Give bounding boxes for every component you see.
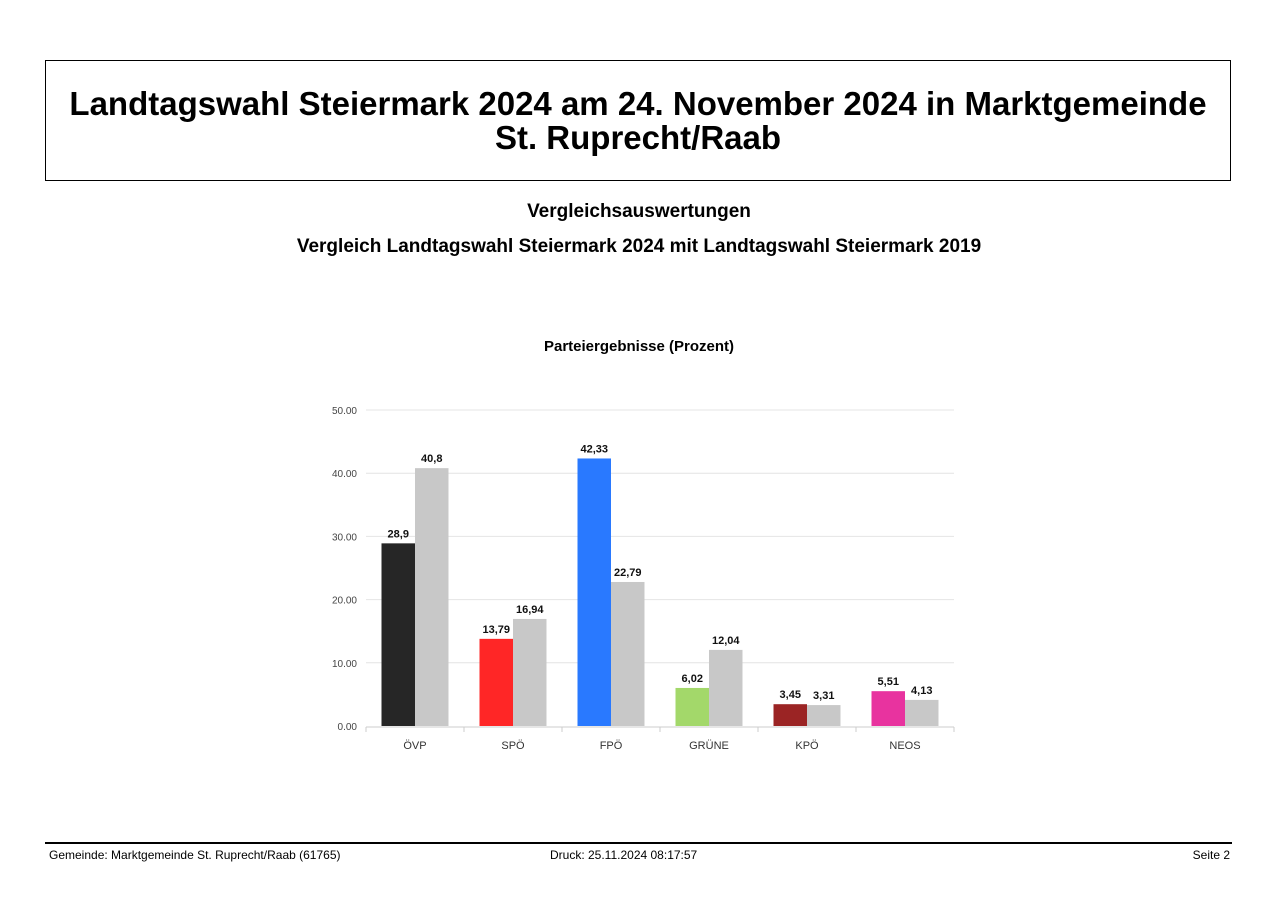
x-tick-label: NEOS: [889, 740, 920, 752]
bar-grüne-2024: [675, 687, 709, 726]
footer-page: Seite 2: [1192, 848, 1230, 862]
y-tick-label: 0.00: [338, 722, 358, 733]
bar-fpö-2019: [611, 581, 645, 726]
data-label: 13,79: [482, 624, 510, 636]
data-label: 4,13: [911, 685, 932, 697]
bar-kpö-2024: [773, 704, 807, 726]
footer-divider: [45, 842, 1232, 844]
y-tick-label: 50.00: [332, 406, 357, 417]
data-label: 6,02: [682, 673, 703, 685]
title-line-1: Landtagswahl Steiermark 2024 am 24. Nove…: [69, 84, 1207, 122]
x-tick-label: SPÖ: [501, 740, 525, 752]
bar-fpö-2024: [577, 458, 611, 726]
bar-spö-2019: [513, 618, 547, 726]
data-label: 28,9: [388, 528, 409, 540]
x-tick-label: GRÜNE: [689, 740, 729, 752]
bar-övp-2024: [381, 543, 415, 726]
bar-spö-2024: [479, 638, 513, 726]
x-tick-label: ÖVP: [403, 740, 426, 752]
chart-title: Parteiergebnisse (Prozent): [543, 338, 735, 355]
data-label: 5,51: [878, 676, 899, 688]
title-line-2: St. Ruprecht/Raab: [494, 118, 782, 156]
bar-kpö-2019: [807, 705, 841, 726]
data-label: 42,33: [580, 443, 608, 455]
data-label: 3,45: [780, 689, 801, 701]
y-tick-label: 20.00: [332, 596, 357, 607]
page-title: Landtagswahl Steiermark 2024 am 24. Nove…: [69, 84, 1207, 156]
y-tick-label: 40.00: [332, 469, 357, 480]
data-label: 40,8: [421, 453, 442, 465]
bar-övp-2019: [415, 468, 449, 726]
bar-neos-2019: [905, 699, 939, 726]
footer-gemeinde: Gemeinde: Marktgemeinde St. Ruprecht/Raa…: [49, 848, 341, 862]
x-tick-label: KPÖ: [795, 740, 819, 752]
y-tick-label: 10.00: [332, 659, 357, 670]
data-label: 12,04: [712, 635, 740, 647]
subtitle: Vergleichsauswertungen: [527, 201, 751, 222]
bar-neos-2024: [871, 691, 905, 726]
comparison-title: Vergleich Landtagswahl Steiermark 2024 m…: [296, 236, 982, 257]
bar-grüne-2019: [709, 649, 743, 726]
y-tick-label: 30.00: [332, 532, 357, 543]
title-box: Landtagswahl Steiermark 2024 am 24. Nove…: [45, 60, 1231, 181]
data-label: 22,79: [614, 567, 642, 579]
footer-druck: Druck: 25.11.2024 08:17:57: [550, 848, 698, 862]
x-tick-label: FPÖ: [600, 740, 623, 752]
data-label: 3,31: [813, 690, 834, 702]
data-label: 16,94: [516, 604, 544, 616]
